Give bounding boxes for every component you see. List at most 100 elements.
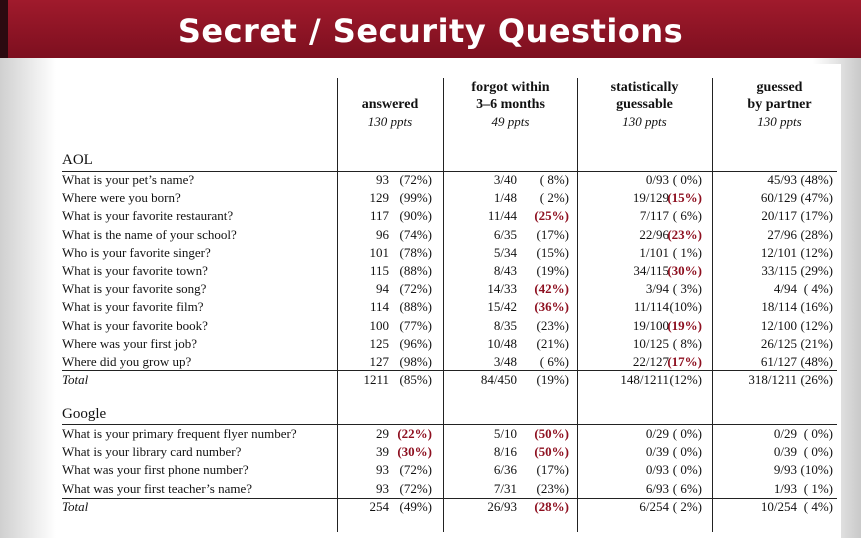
- forgot-ratio: 11/44: [487, 208, 517, 224]
- table-row: What is your primary frequent flyer numb…: [62, 425, 837, 443]
- forgot-ratio: 6/36: [493, 462, 517, 478]
- guessable-pct: ( 0%): [672, 172, 702, 187]
- table-row: What is your favorite restaurant? 117 (90%…: [62, 207, 837, 225]
- guessable-ratio: 22/127: [632, 353, 669, 369]
- guessable-ratio: 0/29: [645, 426, 669, 441]
- guessable-ratio: 34/115: [633, 262, 669, 278]
- guessable-ratio: 0/93: [645, 172, 669, 187]
- table-row: Where were you born? 129 (99%) 1/48 ( 2%) 19/…: [62, 189, 837, 207]
- table-row: Where did you grow up? 127 (98%) 3/48 ( 6%) 2…: [62, 353, 837, 371]
- forgot-ratio: 1/48: [493, 190, 517, 206]
- guessable-ratio: 0/93: [645, 462, 669, 478]
- guessable-ratio: 148/1211: [620, 372, 669, 388]
- google-total-row: Total 254 (49%) 26/93 (28%) 6/254( 2%) 10/254 (…: [62, 498, 837, 516]
- partner-pct: ( 0%): [803, 444, 833, 460]
- partner-pct: (21%): [800, 335, 834, 351]
- answered-pct: (88%): [399, 262, 433, 278]
- forgot-ratio: 7/31: [493, 480, 517, 496]
- question-cell: What is your primary frequent flyer numb…: [62, 426, 297, 441]
- table-row: What is your favorite town? 115 (88%) 8/43 (…: [62, 262, 837, 280]
- partner-ratio: 12/101: [760, 244, 797, 260]
- answered-count: 94: [376, 281, 389, 297]
- table-row: What was your first phone number? 93 (72%)…: [62, 461, 837, 479]
- forgot-pct: (19%): [536, 372, 570, 388]
- answered-count: 39: [376, 444, 389, 460]
- partner-ratio: 61/127: [760, 353, 797, 369]
- banner-accent: [0, 0, 8, 58]
- forgot-pct: (15%): [536, 244, 570, 260]
- guessable-ratio: 1/101: [639, 244, 669, 260]
- guessable-pct: ( 8%): [672, 335, 702, 351]
- forgot-pct: (42%): [534, 281, 569, 297]
- guessable-pct: (10%): [669, 299, 703, 315]
- answered-count: 127: [369, 353, 390, 369]
- forgot-pct: ( 8%): [539, 172, 569, 187]
- table-row: What is your favorite book? 100 (77%) 8/35 (…: [62, 317, 837, 335]
- partner-pct: ( 1%): [803, 480, 833, 496]
- answered-pct: (85%): [399, 372, 433, 388]
- table-row: What was your first teacher’s name? 93 (72…: [62, 480, 837, 498]
- question-cell: Where did you grow up?: [62, 353, 192, 369]
- question-cell: What is your favorite song?: [62, 281, 207, 297]
- question-cell: What is your favorite book?: [62, 317, 208, 333]
- table-row: What is your favorite film? 114 (88%) 15/42…: [62, 298, 837, 316]
- forgot-ratio: 8/43: [493, 262, 517, 278]
- forgot-pct: (25%): [534, 208, 569, 224]
- col-header-answered: answered 130 ppts: [361, 97, 419, 129]
- guessable-ratio: 19/100: [632, 317, 669, 333]
- partner-ratio: 4/94: [773, 281, 797, 297]
- guessable-pct: ( 1%): [672, 244, 702, 260]
- aol-top-rule: [62, 171, 837, 172]
- guessable-pct: (17%): [667, 353, 702, 369]
- table-row: Where was your first job? 125 (96%) 10/48 (2…: [62, 335, 837, 353]
- forgot-pct: (23%): [536, 317, 570, 333]
- answered-count: 93: [376, 480, 389, 496]
- google-top-rule: [62, 424, 837, 425]
- answered-pct: (30%): [397, 444, 432, 460]
- answered-count: 93: [376, 462, 389, 478]
- answered-pct: (74%): [399, 226, 433, 242]
- guessable-pct: ( 6%): [672, 208, 702, 224]
- question-cell: Total: [62, 372, 89, 388]
- divider-v2: [443, 78, 444, 532]
- guessable-ratio: 0/39: [645, 444, 669, 460]
- question-cell: What is your favorite film?: [62, 299, 204, 315]
- partner-pct: (10%): [800, 462, 834, 478]
- forgot-ratio: 8/16: [493, 444, 517, 460]
- partner-ratio: 1/93: [773, 480, 797, 496]
- col-header-forgot: forgot within 3–6 months 49 ppts: [471, 80, 550, 129]
- partner-pct: (26%): [800, 372, 834, 388]
- partner-pct: ( 4%): [803, 281, 833, 297]
- partner-pct: ( 4%): [803, 498, 833, 514]
- partner-pct: ( 0%): [803, 426, 833, 441]
- partner-pct: (48%): [800, 353, 834, 369]
- forgot-pct: (17%): [536, 226, 570, 242]
- partner-pct: (47%): [800, 190, 834, 206]
- partner-pct: (17%): [800, 208, 834, 224]
- question-cell: Total: [62, 498, 89, 514]
- forgot-ratio: 3/40: [493, 172, 517, 187]
- forgot-pct: (17%): [536, 462, 570, 478]
- table-row: What is your library card number? 39 (30%)…: [62, 443, 837, 461]
- answered-count: 115: [369, 262, 389, 278]
- divider-v1: [337, 78, 338, 532]
- answered-pct: (72%): [399, 462, 433, 478]
- partner-ratio: 0/39: [773, 444, 797, 460]
- forgot-pct: (50%): [534, 444, 569, 460]
- forgot-ratio: 5/10: [493, 426, 517, 441]
- forgot-pct: (28%): [534, 498, 569, 514]
- answered-count: 29: [376, 426, 389, 441]
- partner-pct: (48%): [800, 172, 834, 187]
- partner-ratio: 9/93: [773, 462, 797, 478]
- answered-count: 1211: [363, 372, 389, 388]
- question-cell: What is your library card number?: [62, 444, 242, 460]
- forgot-pct: ( 6%): [539, 353, 569, 369]
- table-paper: [56, 64, 841, 538]
- forgot-pct: (23%): [536, 480, 570, 496]
- answered-pct: (72%): [399, 480, 433, 496]
- answered-pct: (88%): [399, 299, 433, 315]
- partner-ratio: 45/93: [767, 172, 797, 187]
- partner-ratio: 0/29: [773, 426, 797, 441]
- table-row: What is your pet’s name? 93 (72%) 3/40 ( 8%)…: [62, 171, 837, 189]
- answered-pct: (72%): [399, 172, 433, 187]
